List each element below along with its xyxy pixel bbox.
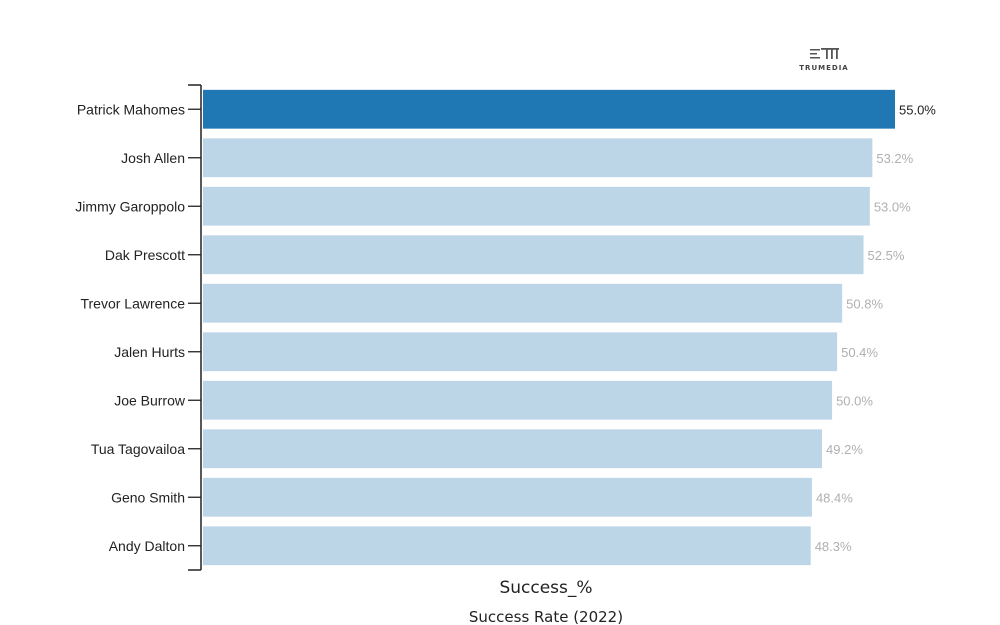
value-label: 49.2% xyxy=(826,442,863,457)
bar-patrick-mahomes xyxy=(203,89,895,129)
category-label: Dak Prescott xyxy=(105,247,185,263)
chart-title: Success Rate (2022) xyxy=(469,608,623,625)
category-label: Jimmy Garoppolo xyxy=(75,198,185,214)
value-label: 50.4% xyxy=(841,345,878,360)
bars-group: 55.0% 53.2% 53.0% 52.5% 50.8% 50.4% 50.0% 49.2%… xyxy=(203,89,936,566)
bar-jimmy-garoppolo xyxy=(203,186,870,226)
x-axis-title: Success_% xyxy=(499,578,592,598)
value-label: 53.0% xyxy=(874,199,911,214)
value-label: 55.0% xyxy=(899,102,936,117)
category-label: Andy Dalton xyxy=(109,538,185,554)
bar-josh-allen xyxy=(203,138,873,178)
bar-dak-prescott xyxy=(203,235,864,275)
category-label: Tua Tagovailoa xyxy=(91,441,185,457)
category-label: Josh Allen xyxy=(121,150,185,166)
value-label: 48.3% xyxy=(815,539,852,554)
bar-tua-tagovailoa xyxy=(203,429,823,469)
category-label: Jalen Hurts xyxy=(114,344,185,360)
value-label: 50.8% xyxy=(846,296,883,311)
bar-trevor-lawrence xyxy=(203,283,843,323)
value-label: 50.0% xyxy=(836,393,873,408)
bar-andy-dalton xyxy=(203,526,811,566)
category-label: Joe Burrow xyxy=(114,392,186,408)
category-label: Trevor Lawrence xyxy=(80,295,185,311)
bar-geno-smith xyxy=(203,477,812,517)
category-label: Geno Smith xyxy=(111,489,185,505)
logo-text: TRUMEDIA xyxy=(799,64,848,72)
value-label: 53.2% xyxy=(876,151,913,166)
y-axis: Patrick Mahomes Josh Allen Jimmy Garoppolo… xyxy=(75,84,202,571)
value-label: 52.5% xyxy=(868,248,905,263)
trumedia-logo-icon xyxy=(810,48,839,59)
value-label: 48.4% xyxy=(816,490,853,505)
category-label: Patrick Mahomes xyxy=(77,101,185,117)
bar-joe-burrow xyxy=(203,380,833,420)
trumedia-logo: TRUMEDIA xyxy=(799,48,848,72)
bar-jalen-hurts xyxy=(203,332,838,372)
